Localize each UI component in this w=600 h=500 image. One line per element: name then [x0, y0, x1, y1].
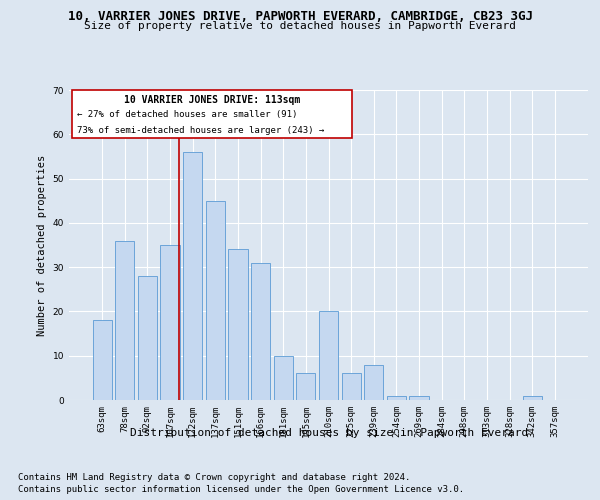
Bar [251, 262, 270, 400]
Text: Size of property relative to detached houses in Papworth Everard: Size of property relative to detached ho… [84, 21, 516, 31]
Bar [296, 374, 316, 400]
FancyBboxPatch shape [71, 90, 352, 138]
Bar [387, 396, 406, 400]
Text: 73% of semi-detached houses are larger (243) →: 73% of semi-detached houses are larger (… [77, 126, 324, 135]
Bar [523, 396, 542, 400]
Bar [160, 245, 180, 400]
Bar [92, 320, 112, 400]
Bar [206, 200, 225, 400]
Bar [409, 396, 428, 400]
Bar [183, 152, 202, 400]
Text: ← 27% of detached houses are smaller (91): ← 27% of detached houses are smaller (91… [77, 110, 297, 120]
Text: Distribution of detached houses by size in Papworth Everard: Distribution of detached houses by size … [130, 428, 528, 438]
Text: 10, VARRIER JONES DRIVE, PAPWORTH EVERARD, CAMBRIDGE, CB23 3GJ: 10, VARRIER JONES DRIVE, PAPWORTH EVERAR… [67, 10, 533, 23]
Bar [115, 240, 134, 400]
Text: Contains public sector information licensed under the Open Government Licence v3: Contains public sector information licen… [18, 485, 464, 494]
Bar [138, 276, 157, 400]
Bar [364, 364, 383, 400]
Text: 10 VARRIER JONES DRIVE: 113sqm: 10 VARRIER JONES DRIVE: 113sqm [124, 94, 300, 104]
Bar [229, 250, 248, 400]
Bar [341, 374, 361, 400]
Y-axis label: Number of detached properties: Number of detached properties [37, 154, 47, 336]
Bar [274, 356, 293, 400]
Text: Contains HM Land Registry data © Crown copyright and database right 2024.: Contains HM Land Registry data © Crown c… [18, 472, 410, 482]
Bar [319, 312, 338, 400]
